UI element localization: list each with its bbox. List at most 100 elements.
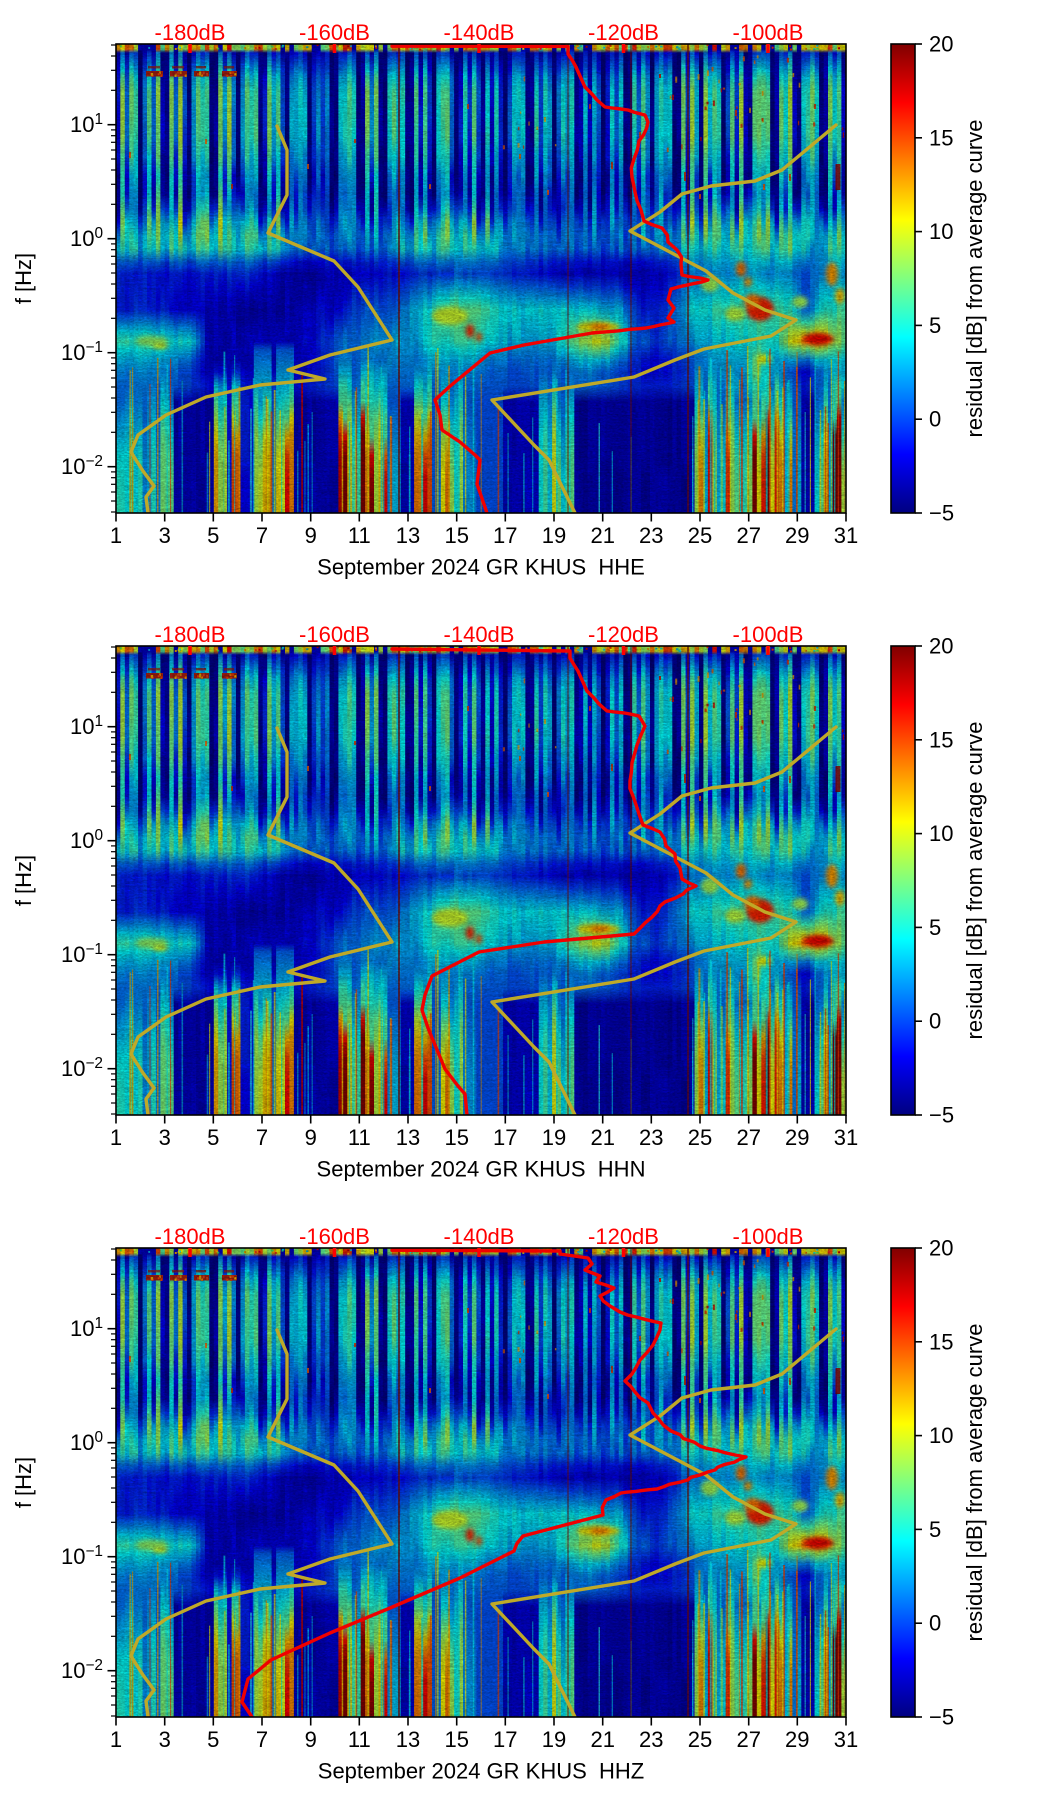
svg-text:19: 19 <box>542 1727 566 1752</box>
svg-text:-140dB: -140dB <box>444 20 515 45</box>
svg-text:17: 17 <box>493 523 517 548</box>
svg-text:3: 3 <box>159 1727 171 1752</box>
svg-text:101: 101 <box>70 713 103 739</box>
svg-text:10−1: 10−1 <box>61 941 103 967</box>
svg-text:31: 31 <box>834 1727 858 1752</box>
svg-text:25: 25 <box>688 1125 712 1150</box>
svg-text:residual [dB] from average cur: residual [dB] from average curve <box>962 1324 987 1642</box>
svg-text:10: 10 <box>929 821 953 846</box>
svg-text:f [Hz]: f [Hz] <box>11 1457 36 1508</box>
svg-text:27: 27 <box>736 1125 760 1150</box>
svg-text:23: 23 <box>639 1727 663 1752</box>
svg-text:-100dB: -100dB <box>733 20 804 45</box>
svg-text:residual [dB] from average cur: residual [dB] from average curve <box>962 722 987 1040</box>
svg-text:17: 17 <box>493 1727 517 1752</box>
svg-text:−5: −5 <box>929 1705 954 1730</box>
svg-text:29: 29 <box>785 1125 809 1150</box>
svg-text:-100dB: -100dB <box>733 1224 804 1249</box>
svg-text:7: 7 <box>256 1727 268 1752</box>
svg-text:101: 101 <box>70 111 103 137</box>
svg-text:19: 19 <box>542 1125 566 1150</box>
svg-text:15: 15 <box>444 1125 468 1150</box>
svg-text:-120dB: -120dB <box>588 622 659 647</box>
svg-text:-160dB: -160dB <box>299 20 370 45</box>
svg-text:20: 20 <box>929 32 953 57</box>
svg-text:f [Hz]: f [Hz] <box>11 855 36 906</box>
svg-text:11: 11 <box>348 1727 371 1752</box>
svg-text:residual [dB] from average cur: residual [dB] from average curve <box>962 120 987 438</box>
svg-text:-140dB: -140dB <box>444 1224 515 1249</box>
svg-text:23: 23 <box>639 1125 663 1150</box>
svg-text:21: 21 <box>590 1727 614 1752</box>
svg-text:101: 101 <box>70 1315 103 1341</box>
svg-text:29: 29 <box>785 1727 809 1752</box>
svg-text:3: 3 <box>159 523 171 548</box>
svg-text:15: 15 <box>929 1329 953 1354</box>
svg-text:0: 0 <box>929 407 941 432</box>
svg-text:-120dB: -120dB <box>588 20 659 45</box>
svg-text:27: 27 <box>736 523 760 548</box>
svg-text:September 2024 GR KHUS HHZ: September 2024 GR KHUS HHZ <box>318 1759 644 1784</box>
svg-text:13: 13 <box>396 1125 420 1150</box>
svg-text:17: 17 <box>493 1125 517 1150</box>
svg-text:25: 25 <box>688 1727 712 1752</box>
svg-text:11: 11 <box>348 1125 371 1150</box>
svg-text:-160dB: -160dB <box>299 1224 370 1249</box>
svg-text:-180dB: -180dB <box>155 622 226 647</box>
svg-text:-120dB: -120dB <box>588 1224 659 1249</box>
svg-text:29: 29 <box>785 523 809 548</box>
svg-text:September 2024 GR KHUS HHE: September 2024 GR KHUS HHE <box>317 555 645 580</box>
svg-text:100: 100 <box>70 225 103 251</box>
svg-text:-180dB: -180dB <box>155 20 226 45</box>
svg-text:10−2: 10−2 <box>61 1657 103 1683</box>
svg-text:19: 19 <box>542 523 566 548</box>
svg-text:10: 10 <box>929 219 953 244</box>
svg-text:13: 13 <box>396 523 420 548</box>
svg-text:25: 25 <box>688 523 712 548</box>
svg-text:9: 9 <box>305 1727 317 1752</box>
svg-text:20: 20 <box>929 1236 953 1261</box>
svg-text:1: 1 <box>110 1727 122 1752</box>
svg-text:−5: −5 <box>929 1103 954 1128</box>
svg-text:21: 21 <box>590 523 614 548</box>
svg-text:5: 5 <box>929 1517 941 1542</box>
svg-text:100: 100 <box>70 827 103 853</box>
svg-text:10: 10 <box>929 1423 953 1448</box>
svg-text:-160dB: -160dB <box>299 622 370 647</box>
svg-text:20: 20 <box>929 634 953 659</box>
svg-text:0: 0 <box>929 1009 941 1034</box>
svg-text:31: 31 <box>834 1125 858 1150</box>
svg-text:11: 11 <box>348 523 371 548</box>
svg-text:5: 5 <box>929 313 941 338</box>
svg-text:15: 15 <box>444 1727 468 1752</box>
svg-text:0: 0 <box>929 1611 941 1636</box>
svg-text:7: 7 <box>256 523 268 548</box>
svg-text:31: 31 <box>834 523 858 548</box>
svg-text:10−1: 10−1 <box>61 339 103 365</box>
svg-text:−5: −5 <box>929 501 954 526</box>
svg-text:13: 13 <box>396 1727 420 1752</box>
svg-text:7: 7 <box>256 1125 268 1150</box>
svg-text:9: 9 <box>305 523 317 548</box>
svg-text:f [Hz]: f [Hz] <box>11 253 36 304</box>
svg-text:100: 100 <box>70 1429 103 1455</box>
svg-text:September 2024 GR KHUS HHN: September 2024 GR KHUS HHN <box>317 1157 646 1182</box>
svg-text:9: 9 <box>305 1125 317 1150</box>
svg-text:-100dB: -100dB <box>733 622 804 647</box>
svg-text:15: 15 <box>444 523 468 548</box>
svg-text:1: 1 <box>110 523 122 548</box>
svg-text:10−2: 10−2 <box>61 1055 103 1081</box>
svg-text:5: 5 <box>207 1125 219 1150</box>
svg-text:5: 5 <box>929 915 941 940</box>
svg-text:-140dB: -140dB <box>444 622 515 647</box>
svg-text:-180dB: -180dB <box>155 1224 226 1249</box>
svg-text:3: 3 <box>159 1125 171 1150</box>
svg-text:21: 21 <box>590 1125 614 1150</box>
svg-text:1: 1 <box>110 1125 122 1150</box>
svg-text:15: 15 <box>929 125 953 150</box>
svg-text:23: 23 <box>639 523 663 548</box>
svg-text:5: 5 <box>207 523 219 548</box>
svg-text:15: 15 <box>929 727 953 752</box>
svg-text:27: 27 <box>736 1727 760 1752</box>
svg-text:5: 5 <box>207 1727 219 1752</box>
